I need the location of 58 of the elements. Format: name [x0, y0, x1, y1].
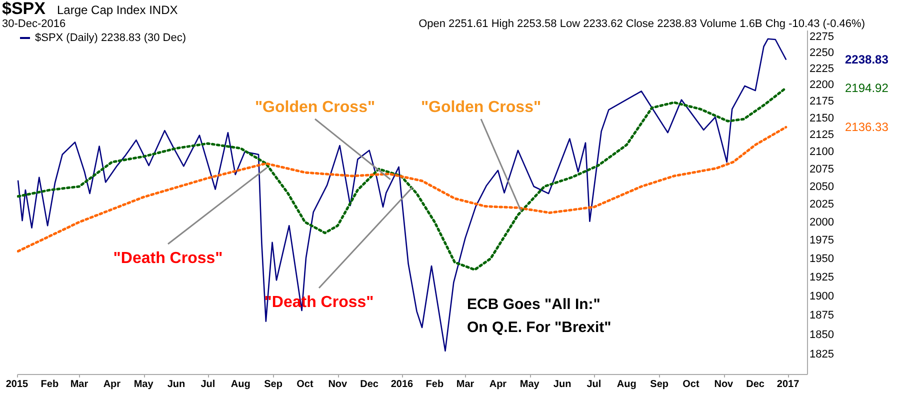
y-tick-label: 1875 — [810, 310, 834, 322]
y-tick-label: 2200 — [810, 79, 834, 92]
y-tick-label: 2000 — [810, 216, 834, 229]
chart-title: $SPX — [2, 0, 46, 18]
x-tick-label: 2016 — [390, 379, 414, 390]
x-tick-label: Feb — [40, 379, 59, 390]
annotation: "Golden Cross" — [420, 99, 542, 116]
annotation: "Death Cross" — [113, 250, 223, 267]
x-tick-label: 2017 — [776, 379, 800, 390]
y-tick-label: 2175 — [810, 96, 834, 108]
x-tick-label: Dec — [360, 379, 379, 390]
y-tick-label: 1975 — [810, 234, 834, 247]
x-tick-label: Apr — [489, 379, 507, 390]
y-tick-label: 1900 — [810, 290, 834, 303]
text: 2238.83 — [845, 52, 889, 66]
x-tick-label: Sep — [264, 379, 282, 390]
line-series — [17, 126, 788, 252]
y-tick-label: 2025 — [810, 198, 834, 211]
x-tick-label: Aug — [616, 379, 636, 390]
x-tick-label: Dec — [746, 379, 765, 390]
x-tick-label: 2015 — [6, 379, 29, 390]
annotation: ECB Goes "All In:" On Q.E. For "Brexit" — [467, 296, 612, 336]
legend-label: $SPX (Daily) 2238.83 (30 Dec) — [35, 32, 186, 44]
line-series — [17, 86, 788, 271]
x-tick-label: Aug — [230, 379, 250, 390]
chart-subtitle: Large Cap Index INDX — [57, 3, 178, 17]
y-tick-label: 2100 — [810, 146, 834, 158]
y-tick-label: 1950 — [810, 253, 834, 266]
x-tick-label: Nov — [714, 379, 734, 390]
x-tick-label: Mar — [70, 379, 88, 390]
x-tick-label: Oct — [296, 379, 314, 390]
x-tick-label: Oct — [682, 379, 700, 390]
x-tick-label: May — [134, 379, 154, 390]
x-tick-label: Jun — [167, 379, 186, 390]
y-tick-label: 2275 — [810, 30, 834, 43]
text: 30-Dec-2016 — [2, 18, 66, 30]
x-tick-label: Feb — [426, 379, 444, 390]
y-tick-label: 2250 — [810, 46, 834, 59]
text: 2194.92 — [845, 80, 889, 95]
x-tick-label: Sep — [650, 379, 669, 390]
x-tick-label: May — [520, 379, 540, 390]
y-tick-label: 2125 — [810, 129, 834, 142]
annotation: "Golden Cross" — [254, 99, 376, 116]
x-tick-label: Nov — [328, 379, 348, 390]
y-tick-label: 2050 — [810, 180, 834, 193]
y-tick-label: 2225 — [810, 62, 834, 75]
y-tick-label: 1850 — [810, 328, 834, 341]
x-tick-label: Mar — [456, 379, 474, 390]
y-tick-label: 2075 — [810, 164, 834, 176]
y-tick-label: 2150 — [810, 112, 834, 124]
x-tick-label: Jul — [586, 379, 602, 390]
x-tick-label: Apr — [103, 379, 121, 390]
y-tick-label: 1925 — [810, 272, 834, 284]
y-tick-label: 1825 — [810, 348, 834, 361]
text: 2136.33 — [845, 120, 889, 134]
text: Open 2251.61 High 2253.58 Low 2233.62 Close 2238.83 Volume 1.6B Chg -10.43 (-0.46%) — [418, 18, 865, 30]
x-tick-label: Jul — [200, 379, 216, 390]
x-tick-label: Jun — [553, 379, 572, 390]
